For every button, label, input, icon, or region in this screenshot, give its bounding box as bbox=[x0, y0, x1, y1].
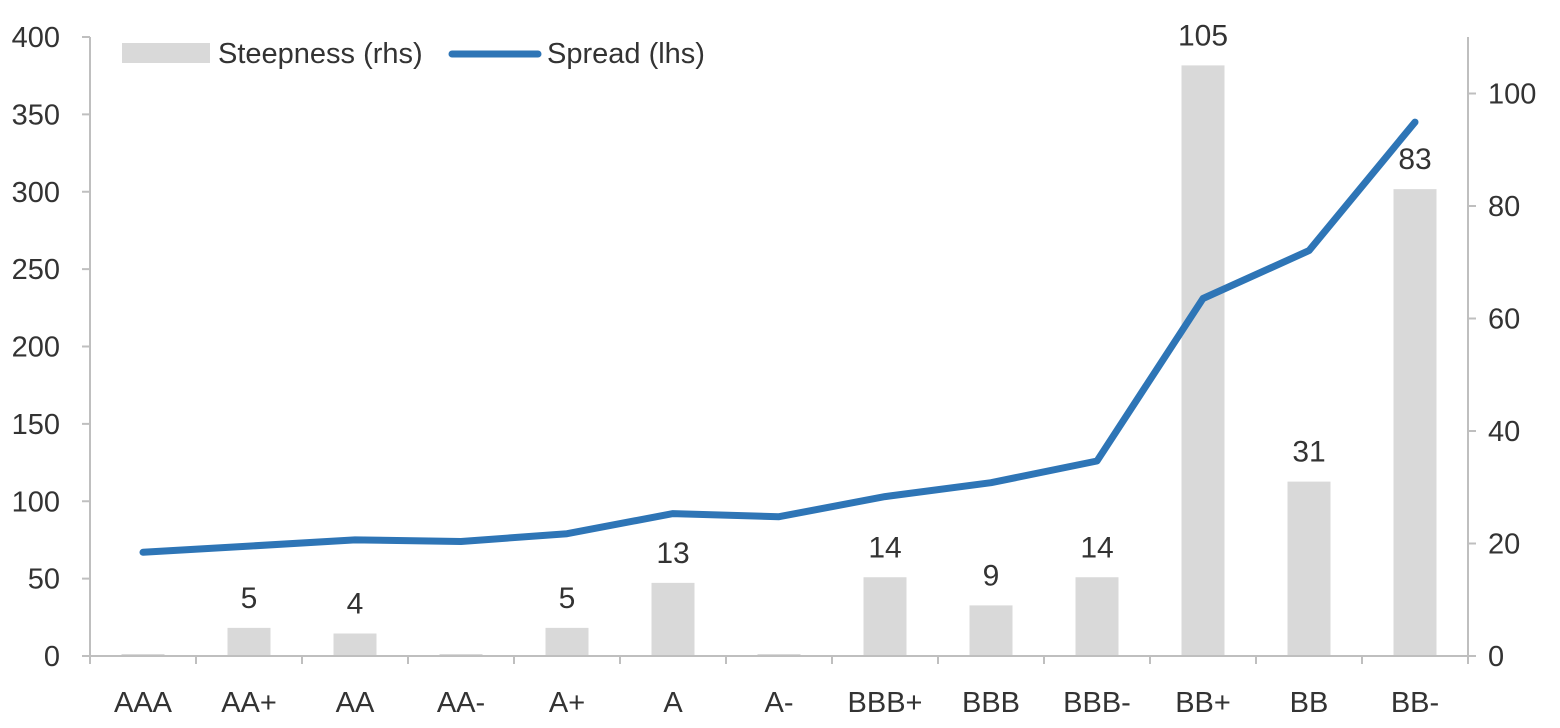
x-axis-tick-label: AA bbox=[336, 687, 375, 719]
steepness-bar bbox=[1393, 189, 1437, 656]
bar-labels: 5 4 5 13 14 9 14 105 31 83 bbox=[241, 19, 1432, 620]
left-axis-tick-label: 400 bbox=[12, 22, 60, 54]
steepness-data-label: 5 bbox=[559, 582, 576, 615]
x-axis: AAA AA+ AA AA- A+ A A- BBB+ BBB BBB- BB+ BB BB- bbox=[89, 655, 1469, 719]
steepness-bar bbox=[1181, 65, 1225, 656]
steepness-bar bbox=[1287, 481, 1331, 656]
bars bbox=[121, 65, 1437, 656]
steepness-data-label: 5 bbox=[241, 582, 258, 615]
x-axis-tick-label: BBB bbox=[962, 687, 1020, 719]
x-axis-tick-label: A+ bbox=[549, 687, 585, 719]
x-axis-tick-label: AAA bbox=[114, 687, 173, 719]
steepness-bar bbox=[227, 627, 271, 656]
steepness-bar bbox=[333, 633, 377, 656]
x-axis-tick-label: BB- bbox=[1391, 687, 1439, 719]
steepness-data-label: 83 bbox=[1398, 143, 1431, 176]
steepness-data-label: 14 bbox=[1080, 531, 1113, 564]
steepness-data-label: 9 bbox=[983, 559, 1000, 592]
right-axis-tick-label: 80 bbox=[1488, 191, 1520, 223]
steepness-data-label: 31 bbox=[1292, 436, 1325, 469]
left-axis-tick-label: 300 bbox=[12, 177, 60, 209]
legend: Steepness (rhs) Spread (lhs) bbox=[122, 38, 705, 70]
steepness-data-label: 4 bbox=[347, 588, 364, 621]
left-axis-tick-label: 100 bbox=[12, 486, 60, 518]
left-axis-tick-label: 350 bbox=[12, 99, 60, 131]
left-axis-tick-label: 0 bbox=[44, 641, 60, 673]
x-axis-tick-label: A- bbox=[765, 687, 794, 719]
x-axis-tick-label: AA+ bbox=[221, 687, 277, 719]
steepness-bar bbox=[1075, 577, 1119, 656]
steepness-data-label: 13 bbox=[656, 537, 689, 570]
right-axis-tick-label: 40 bbox=[1488, 416, 1520, 448]
right-axis-tick-label: 20 bbox=[1488, 529, 1520, 561]
right-axis: 0 20 40 60 80 100 bbox=[1467, 37, 1536, 673]
steepness-bar bbox=[651, 582, 695, 656]
x-axis-tick-label: BB+ bbox=[1175, 687, 1231, 719]
left-axis-tick-label: 250 bbox=[12, 254, 60, 286]
steepness-bar bbox=[863, 577, 907, 656]
x-axis-tick-label: BBB+ bbox=[848, 687, 923, 719]
left-axis-tick-label: 50 bbox=[28, 564, 60, 596]
left-axis-tick-label: 150 bbox=[12, 409, 60, 441]
spread-line-group bbox=[139, 118, 1419, 556]
steepness-bar bbox=[969, 605, 1013, 656]
steepness-data-label: 105 bbox=[1178, 19, 1228, 52]
legend-spread-label: Spread (lhs) bbox=[547, 38, 705, 70]
x-axis-tick-label: BBB- bbox=[1063, 687, 1131, 719]
right-axis-tick-label: 60 bbox=[1488, 304, 1520, 336]
left-axis-tick-label: 200 bbox=[12, 332, 60, 364]
x-axis-tick-label: BB bbox=[1290, 687, 1329, 719]
steepness-bar bbox=[545, 627, 589, 656]
legend-steepness-swatch bbox=[122, 43, 210, 63]
legend-steepness-label: Steepness (rhs) bbox=[218, 38, 423, 70]
left-axis: 0 50 100 150 200 250 300 350 400 bbox=[12, 22, 91, 673]
right-axis-tick-label: 100 bbox=[1488, 79, 1536, 111]
x-axis-tick-label: A bbox=[663, 687, 683, 719]
x-axis-tick-label: AA- bbox=[437, 687, 485, 719]
right-axis-tick-label: 0 bbox=[1488, 641, 1504, 673]
steepness-data-label: 14 bbox=[868, 531, 901, 564]
